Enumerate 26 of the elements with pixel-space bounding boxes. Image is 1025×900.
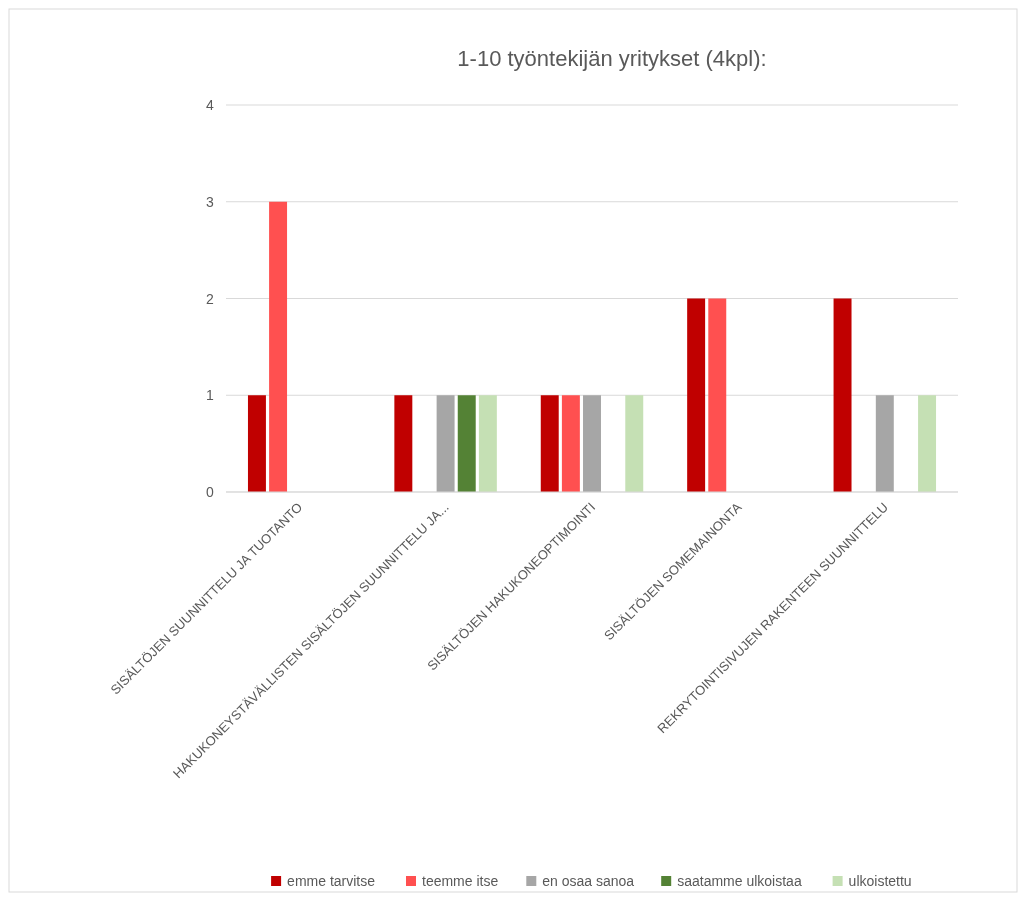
legend-label: emme tarvitse — [287, 873, 376, 889]
bar — [561, 395, 580, 492]
bar — [478, 395, 497, 492]
bar — [918, 395, 937, 492]
legend-label: teemme itse — [422, 873, 499, 889]
bar — [583, 395, 601, 492]
bar — [687, 298, 706, 492]
bar — [394, 395, 413, 492]
bar — [833, 298, 852, 492]
y-tick-label: 3 — [206, 193, 215, 210]
chart-title: 1-10 työntekijän yritykset (4kpl): — [457, 46, 767, 71]
legend-label: saatamme ulkoistaa — [677, 873, 802, 889]
bar — [457, 395, 476, 492]
y-tick-label: 1 — [206, 387, 215, 404]
legend-label: ulkoistettu — [848, 873, 912, 889]
bar — [540, 395, 559, 492]
y-tick-label: 4 — [206, 97, 215, 113]
bar — [625, 395, 644, 492]
y-tick-label: 0 — [206, 484, 215, 500]
legend-label: en osaa sanoa — [542, 873, 635, 889]
bar — [436, 395, 455, 492]
bar — [247, 395, 266, 492]
bar — [708, 298, 727, 492]
bar — [269, 201, 288, 492]
y-tick-label: 2 — [206, 290, 215, 307]
bar — [875, 395, 894, 492]
